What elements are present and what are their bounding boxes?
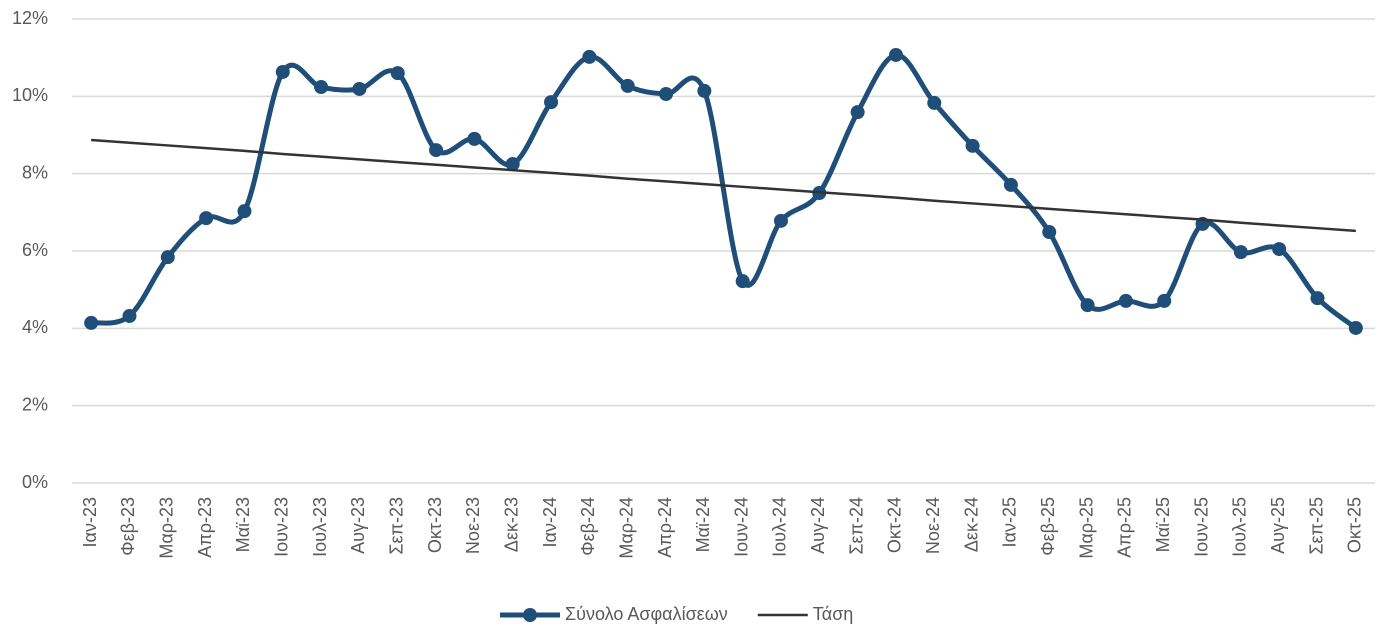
point [582, 49, 597, 64]
point [1157, 293, 1172, 308]
x-tick-label: Οκτ-25 [1345, 497, 1365, 553]
x-tick-label: Σεπ-24 [846, 497, 866, 555]
point [390, 66, 405, 81]
y-tick-label: 8% [22, 162, 48, 182]
point [1348, 320, 1363, 335]
point [352, 81, 367, 96]
y-tick-label: 12% [12, 8, 48, 28]
legend-label: Τάση [813, 604, 854, 624]
y-tick-label: 0% [22, 472, 48, 492]
point [199, 211, 214, 226]
x-tick-label: Απρ-25 [1115, 497, 1135, 558]
legend-label: Σύνολο Ασφαλίσεων [565, 604, 728, 624]
x-tick-label: Φεβ-23 [118, 497, 138, 556]
point [429, 143, 444, 158]
x-tick-label: Φεβ-24 [578, 497, 598, 556]
point [1272, 242, 1287, 257]
point [850, 105, 865, 120]
x-tick-label: Ιουλ-25 [1230, 497, 1250, 557]
x-tick-label: Σεπ-25 [1306, 497, 1326, 555]
x-tick-label: Ιαν-24 [540, 497, 560, 547]
x-tick-label: Μαρ-25 [1076, 497, 1096, 559]
x-tick-label: Μαρ-23 [157, 497, 177, 559]
y-tick-label: 10% [12, 85, 48, 105]
point [314, 80, 329, 95]
x-tick-label: Φεβ-25 [1038, 497, 1058, 556]
point [659, 87, 674, 102]
point [122, 308, 137, 323]
x-tick-label: Ιαν-23 [80, 497, 100, 547]
x-tick-label: Απρ-24 [655, 497, 675, 558]
y-tick-label: 2% [22, 394, 48, 414]
x-tick-label: Ιουν-25 [1191, 497, 1211, 557]
x-tick-label: Απρ-23 [195, 497, 215, 558]
point [544, 95, 559, 110]
point [888, 47, 903, 62]
y-tick-label: 6% [22, 240, 48, 260]
point [927, 95, 942, 110]
point [84, 315, 99, 330]
point [697, 83, 712, 98]
x-tick-label: Δεκ-23 [501, 497, 521, 552]
x-tick-label: Ιαν-25 [1000, 497, 1020, 547]
point [237, 204, 252, 219]
point [160, 250, 175, 265]
point [1233, 245, 1248, 260]
point [1003, 177, 1018, 192]
point [965, 138, 980, 153]
legend-marker [523, 608, 537, 622]
x-tick-label: Ιουλ-24 [770, 497, 790, 557]
x-tick-label: Αυγ-23 [348, 497, 368, 554]
y-tick-label: 4% [22, 317, 48, 337]
point [735, 274, 750, 289]
point [505, 157, 520, 171]
x-tick-label: Ιουν-24 [731, 497, 751, 557]
point [467, 131, 482, 146]
x-tick-label: Αυγ-24 [808, 497, 828, 554]
x-tick-label: Νοε-24 [923, 497, 943, 554]
series-line [91, 138, 1356, 233]
x-tick-label: Οκτ-23 [425, 497, 445, 553]
point [275, 64, 290, 79]
point [620, 78, 635, 93]
series-line [90, 52, 1358, 330]
x-tick-label: Μαϊ-25 [1153, 497, 1173, 552]
x-tick-label: Αυγ-25 [1268, 497, 1288, 554]
point [1118, 293, 1133, 308]
x-tick-label: Νοε-23 [463, 497, 483, 554]
point [1080, 298, 1095, 313]
x-tick-label: Σεπ-23 [387, 497, 407, 555]
x-tick-label: Ιουλ-23 [310, 497, 330, 557]
point [1310, 291, 1325, 306]
point [1042, 225, 1057, 240]
x-tick-label: Μαϊ-24 [693, 497, 713, 552]
x-tick-label: Μαϊ-23 [233, 497, 253, 552]
x-tick-label: Ιουν-23 [272, 497, 292, 557]
x-tick-label: Μαρ-24 [616, 497, 636, 559]
x-tick-label: Οκτ-24 [885, 497, 905, 553]
x-tick-label: Δεκ-24 [961, 497, 981, 552]
point [773, 213, 788, 228]
